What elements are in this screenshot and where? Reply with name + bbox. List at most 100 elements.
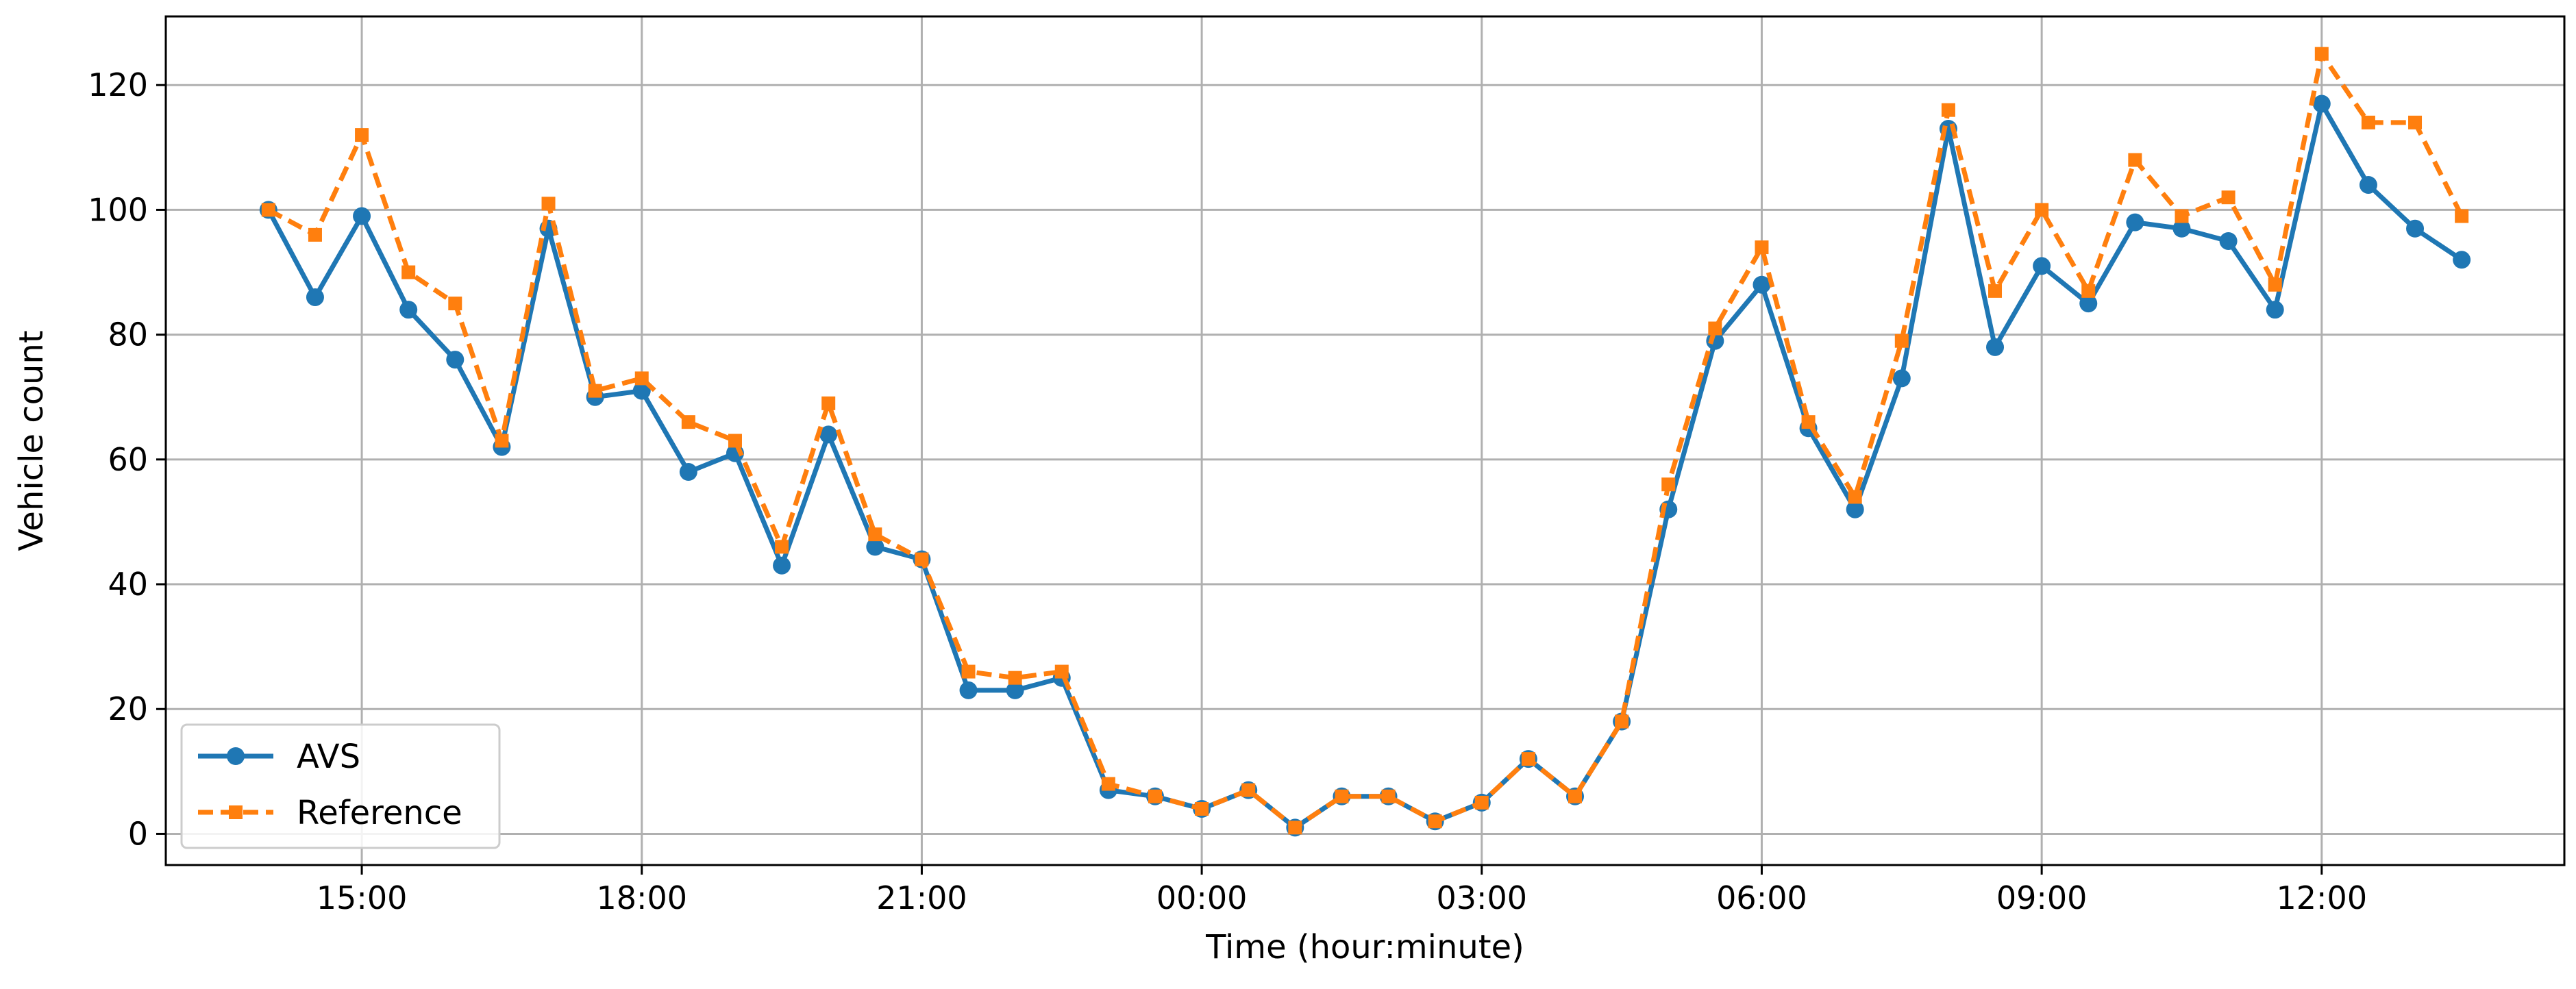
x-tick-label: 09:00 (1996, 879, 2088, 916)
axis-ticks: 15:00 18:00 21:00 00:00 03:00 06:00 09:00 12:00… (88, 66, 2367, 916)
data-point (2359, 175, 2377, 194)
data-point (588, 384, 602, 398)
data-point (2172, 219, 2191, 238)
data-point (679, 463, 697, 481)
legend-entry-avs: AVS (198, 738, 360, 776)
data-point (1054, 664, 1069, 679)
y-tick-label: 60 (108, 441, 148, 478)
y-tick-label: 120 (88, 66, 148, 103)
data-point (227, 747, 245, 765)
data-point (448, 297, 462, 311)
plot-frame (164, 15, 2566, 866)
y-axis-label: Vehicle count (12, 330, 51, 551)
data-point (868, 527, 882, 542)
data-point (1521, 752, 1535, 766)
legend-label: Reference (297, 794, 462, 832)
data-point (2361, 115, 2375, 129)
data-point (1894, 334, 1909, 348)
x-tick-label: 03:00 (1436, 879, 1527, 916)
data-point (1381, 789, 1396, 803)
data-point (2312, 95, 2331, 113)
data-point (634, 371, 649, 386)
data-point (401, 265, 416, 279)
data-point (2268, 277, 2282, 292)
x-tick-label: 18:00 (596, 879, 687, 916)
data-point (1474, 795, 1489, 810)
legend-entry-reference: Reference (198, 794, 462, 832)
series-reference (261, 47, 2469, 835)
series-avs (259, 95, 2471, 837)
data-point (2266, 301, 2284, 319)
data-point (229, 805, 243, 819)
data-point (1195, 802, 1209, 816)
data-point (2453, 251, 2471, 269)
data-point (632, 381, 651, 400)
data-point (353, 207, 371, 225)
data-point (1755, 240, 1769, 255)
y-tick-label: 40 (108, 566, 148, 603)
data-point (2079, 295, 2098, 313)
data-point (1006, 681, 1024, 699)
x-tick-label: 12:00 (2277, 879, 2368, 916)
y-tick-label: 80 (108, 316, 148, 353)
data-point (961, 664, 976, 679)
data-point (2221, 190, 2236, 205)
data-point (1892, 369, 1911, 388)
series-layer (259, 47, 2471, 837)
data-point (306, 288, 324, 306)
grid-lines (166, 16, 2564, 865)
x-tick-label: 06:00 (1716, 879, 1807, 916)
data-point (1288, 821, 1302, 835)
data-point (1148, 789, 1162, 803)
data-point (1708, 321, 1722, 336)
data-point (2455, 209, 2469, 223)
data-point (1661, 477, 1676, 492)
data-point (2219, 231, 2238, 250)
data-point (399, 301, 418, 319)
data-point (681, 415, 695, 429)
y-tick-label: 0 (128, 815, 148, 852)
x-axis-label: Time (hour:minute) (1205, 928, 1524, 966)
data-point (2081, 284, 2096, 298)
data-point (1568, 789, 1583, 803)
data-point (1335, 789, 1349, 803)
data-point (866, 538, 884, 556)
legend-label: AVS (297, 738, 360, 776)
x-tick-label: 00:00 (1156, 879, 1248, 916)
data-point (495, 434, 509, 448)
data-point (1986, 338, 2005, 356)
data-point (2126, 213, 2144, 231)
data-point (1753, 275, 1771, 294)
data-point (2033, 257, 2051, 275)
data-point (915, 552, 929, 566)
data-point (959, 681, 978, 699)
data-point (2128, 153, 2142, 167)
data-point (2175, 209, 2189, 223)
data-point (821, 396, 836, 410)
data-point (775, 540, 789, 554)
data-point (1241, 783, 1256, 797)
data-point (728, 434, 742, 448)
data-point (2406, 219, 2425, 238)
data-point (261, 203, 275, 217)
data-point (1848, 490, 1862, 504)
y-tick-label: 100 (88, 191, 148, 228)
x-tick-label: 15:00 (317, 879, 408, 916)
legend: AVS Reference (180, 723, 501, 849)
data-point (541, 197, 556, 211)
data-point (1846, 500, 1864, 518)
data-point (1801, 415, 1816, 429)
data-point (308, 227, 322, 242)
data-point (2408, 115, 2423, 129)
data-point (1988, 284, 2003, 298)
series-line (266, 101, 2464, 830)
data-point (1428, 814, 1442, 829)
data-point (2314, 47, 2329, 61)
data-point (2035, 203, 2049, 217)
data-point (355, 128, 369, 142)
data-point (819, 425, 838, 444)
series-line (267, 51, 2464, 830)
data-point (1008, 671, 1022, 685)
y-tick-label: 20 (108, 690, 148, 727)
